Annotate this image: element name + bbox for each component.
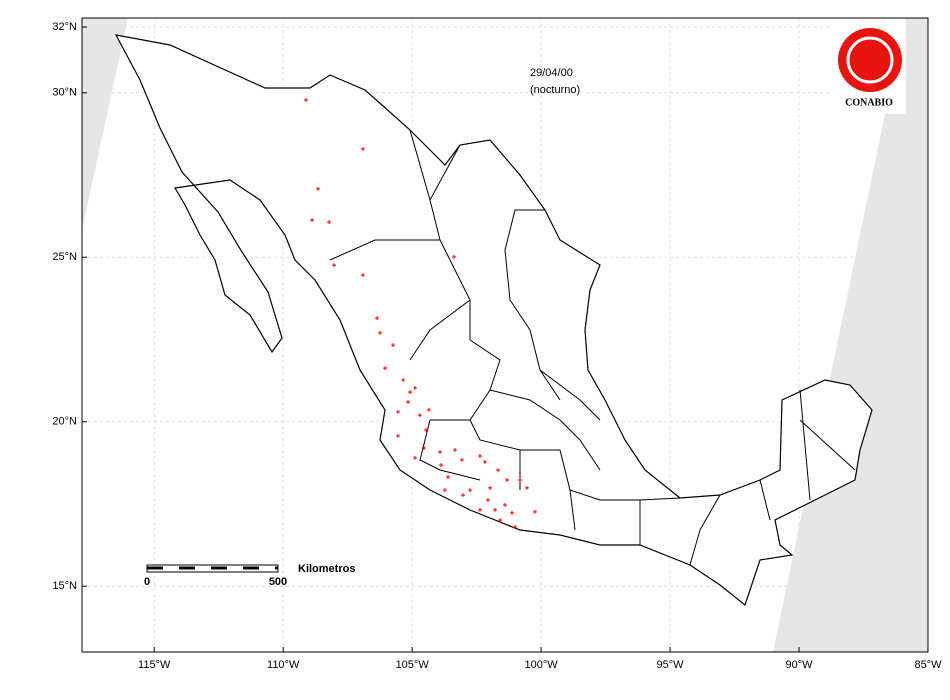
x-tick-label: 110°W: [267, 659, 300, 671]
hotspot: [467, 488, 472, 493]
hotspot: [383, 366, 388, 371]
hotspot: [513, 525, 518, 529]
hotspot: [417, 413, 422, 418]
hotspot: [406, 400, 411, 404]
hotspot: [303, 98, 308, 103]
hotspot: [408, 390, 413, 395]
hotspot: [488, 485, 493, 490]
hotspot: [496, 468, 501, 473]
hotspot: [401, 377, 406, 382]
hotspot: [482, 459, 487, 464]
hotspot: [377, 330, 382, 335]
hotspot: [375, 316, 380, 321]
hotspot: [477, 507, 482, 512]
subtitle: (nocturno): [530, 84, 580, 96]
hotspot: [524, 485, 529, 490]
swath-edge: [82, 18, 128, 230]
hotspot: [485, 498, 490, 503]
x-tick-label: 105°W: [396, 659, 430, 671]
hotspot: [460, 493, 465, 498]
x-tick-label: 90°W: [786, 659, 814, 671]
hotspot: [505, 477, 510, 482]
country-outline: [114, 34, 873, 607]
state-borders: [329, 129, 856, 566]
hotspot: [498, 518, 503, 523]
date: 29/04/00: [530, 67, 573, 79]
hotspot: [451, 254, 456, 259]
hotspot: [424, 427, 429, 432]
hotspot: [452, 448, 457, 453]
hotspots: [303, 98, 537, 529]
hotspot: [395, 433, 400, 438]
logo-text: CONABIO: [845, 97, 893, 108]
hotspot: [445, 475, 450, 479]
hotspot: [360, 273, 365, 278]
x-tick-label: 95°W: [657, 659, 685, 671]
frame: [81, 17, 929, 653]
hotspot: [426, 407, 431, 412]
hotspot: [477, 453, 482, 458]
hotspot: [327, 220, 332, 225]
scale-tick: 0: [144, 576, 150, 588]
scale-label: Kilometros: [298, 563, 355, 575]
hotspot: [517, 477, 522, 482]
hotspot: [492, 507, 497, 512]
hotspot: [360, 147, 365, 152]
x-tick-label: 100°W: [525, 659, 559, 671]
logo-detail: [846, 36, 894, 84]
hotspot: [509, 510, 514, 515]
scale-tick: 500: [269, 576, 287, 588]
hotspot: [503, 502, 507, 507]
hotspot: [310, 218, 315, 223]
hotspot: [391, 343, 396, 348]
y-tick-label: 32°N: [52, 21, 77, 33]
hotspot: [331, 263, 336, 268]
hotspot: [422, 446, 427, 451]
y-tick-label: 15°N: [52, 580, 77, 592]
x-tick-label: 85°W: [914, 659, 942, 671]
hotspot: [459, 457, 464, 462]
labels: 115°W 110°W 105°W 100°W 95°W 90°W 85°W 32°N 30°N…: [52, 21, 942, 671]
hotspot: [412, 455, 417, 460]
hotspot: [395, 409, 400, 414]
hotspot: [442, 488, 447, 493]
y-tick-label: 30°N: [52, 87, 77, 99]
hotspot: [532, 509, 537, 514]
hotspot: [438, 450, 443, 454]
y-tick-label: 25°N: [52, 251, 77, 263]
x-tick-label: 115°W: [138, 659, 171, 671]
hotspot: [316, 186, 321, 191]
hotspot: [439, 463, 444, 468]
hotspot: [412, 385, 417, 390]
y-tick-label: 20°N: [52, 416, 77, 428]
